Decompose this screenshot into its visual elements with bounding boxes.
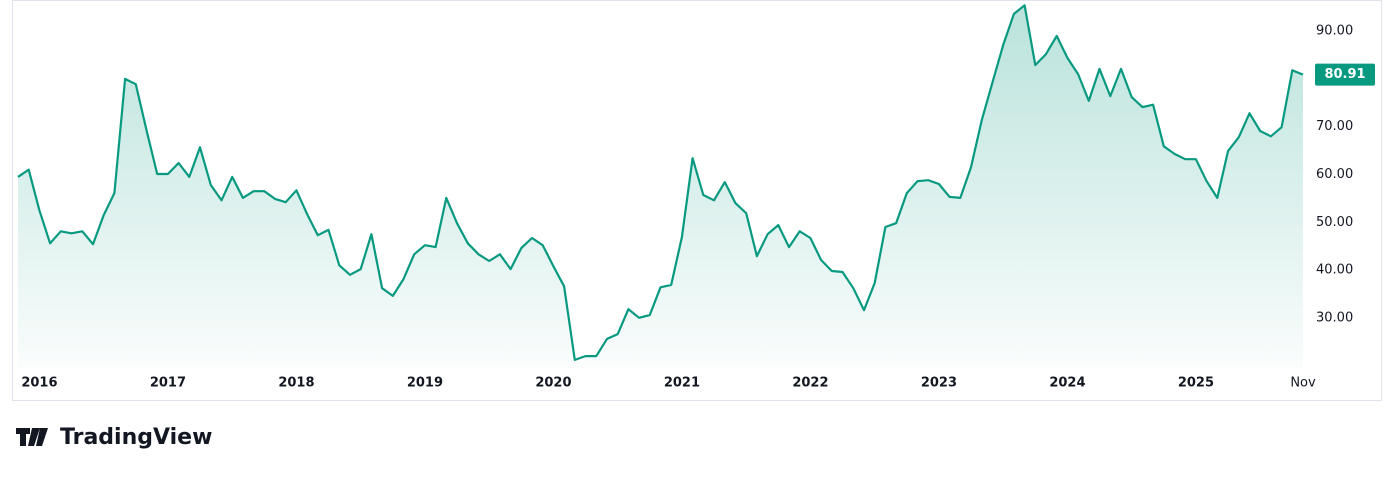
x-tick-label: Nov	[1290, 376, 1316, 391]
chart-frame	[12, 0, 1382, 401]
area-fill	[18, 5, 1303, 369]
price-line	[17, 4, 1304, 361]
brand-logo[interactable]: TradingView	[16, 425, 212, 450]
logo-icon[interactable]	[16, 428, 48, 446]
x-tick-label: 2018	[278, 376, 314, 391]
y-tick-label: 60.00	[1316, 167, 1353, 182]
x-tick-label: 2019	[407, 376, 443, 391]
y-tick-label: 50.00	[1316, 215, 1353, 230]
x-tick-label: 2016	[21, 376, 57, 391]
brand-name[interactable]: TradingView	[60, 425, 212, 450]
x-tick-label: 2021	[664, 376, 700, 391]
x-tick-label: 2020	[535, 376, 571, 391]
y-tick-label: 70.00	[1316, 119, 1353, 134]
plot-area: 30.0040.0050.0060.0070.0080.0090.0020162…	[17, 4, 1375, 391]
x-tick-label: 2024	[1049, 376, 1085, 391]
last-price-label: 80.91	[1324, 67, 1365, 82]
y-tick-label: 30.00	[1316, 310, 1353, 325]
x-tick-label: 2025	[1178, 376, 1214, 391]
y-tick-label: 90.00	[1316, 24, 1353, 39]
last-price-badge	[1315, 63, 1375, 86]
y-tick-label: 40.00	[1316, 263, 1353, 278]
x-tick-label: 2017	[150, 376, 186, 391]
x-tick-label: 2022	[792, 376, 828, 391]
x-tick-label: 2023	[921, 376, 957, 391]
